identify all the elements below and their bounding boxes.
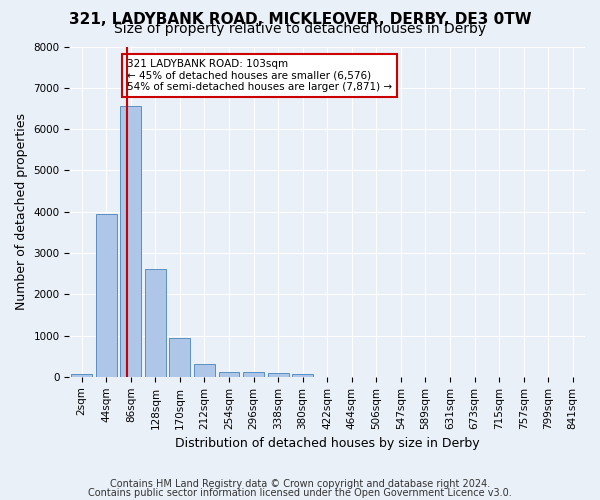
Bar [268,372,289,377]
Text: 321, LADYBANK ROAD, MICKLEOVER, DERBY, DE3 0TW: 321, LADYBANK ROAD, MICKLEOVER, DERBY, D… [68,12,532,28]
Text: Contains HM Land Registry data © Crown copyright and database right 2024.: Contains HM Land Registry data © Crown c… [110,479,490,489]
Bar [145,270,166,377]
Bar [194,364,215,377]
Bar [169,338,190,377]
Bar [121,106,141,377]
Bar [96,214,116,377]
Bar [292,374,313,377]
Text: Contains public sector information licensed under the Open Government Licence v3: Contains public sector information licen… [88,488,512,498]
X-axis label: Distribution of detached houses by size in Derby: Distribution of detached houses by size … [175,437,479,450]
Y-axis label: Number of detached properties: Number of detached properties [15,113,28,310]
Bar [243,372,264,377]
Text: 321 LADYBANK ROAD: 103sqm
← 45% of detached houses are smaller (6,576)
54% of se: 321 LADYBANK ROAD: 103sqm ← 45% of detac… [127,59,392,92]
Bar [71,374,92,377]
Text: Size of property relative to detached houses in Derby: Size of property relative to detached ho… [114,22,486,36]
Bar [218,372,239,377]
